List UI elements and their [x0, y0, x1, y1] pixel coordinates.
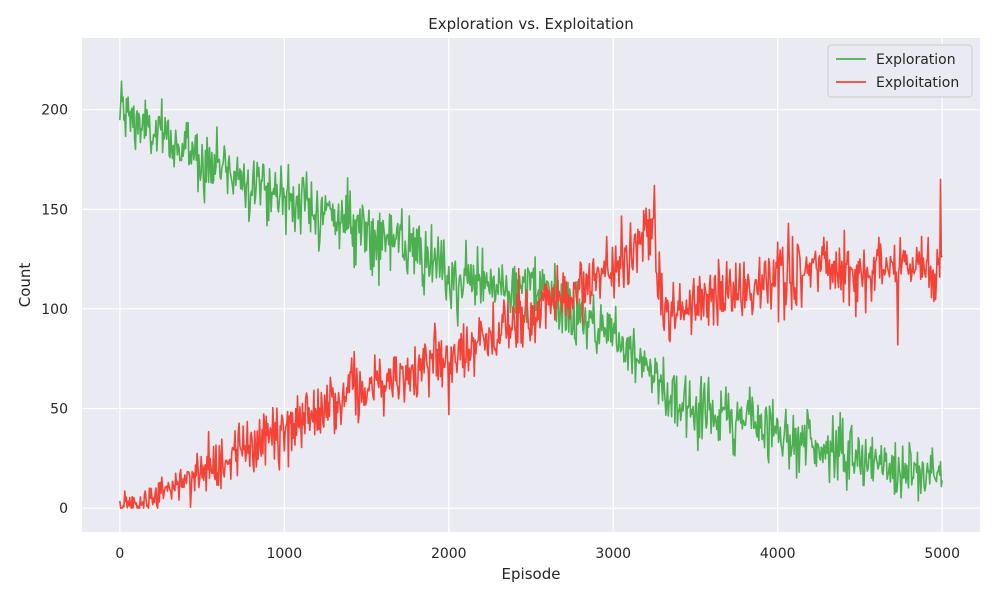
x-tick-label: 2000 — [431, 546, 467, 562]
legend-label-exploration: Exploration — [876, 52, 956, 68]
y-tick-label: 50 — [50, 402, 68, 418]
y-tick-label: 200 — [41, 103, 68, 119]
x-tick-label: 4000 — [760, 546, 796, 562]
x-tick-label: 0 — [115, 546, 124, 562]
legend: Exploration Exploitation — [827, 44, 973, 98]
x-tick-label: 3000 — [595, 546, 631, 562]
series-line-exploration — [119, 80, 943, 502]
series-lines — [119, 80, 943, 509]
y-axis-label: Count — [16, 263, 34, 308]
x-tick-label: 5000 — [924, 546, 960, 562]
legend-box — [827, 44, 973, 98]
chart-title: Exploration vs. Exploitation — [428, 15, 634, 33]
legend-label-exploitation: Exploitation — [876, 75, 959, 91]
y-tick-label: 150 — [41, 202, 68, 218]
x-tick-label: 1000 — [266, 546, 302, 562]
x-axis-label: Episode — [502, 565, 561, 583]
y-tick-label: 100 — [41, 302, 68, 318]
y-tick-label: 0 — [59, 501, 68, 517]
series-line-exploitation — [119, 178, 943, 509]
tick-labels: 0 1000 2000 3000 4000 5000 0 50 100 150 200 — [41, 103, 960, 562]
